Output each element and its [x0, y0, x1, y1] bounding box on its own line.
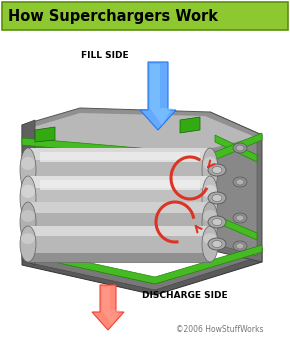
FancyBboxPatch shape — [28, 202, 210, 242]
Ellipse shape — [21, 185, 35, 198]
Polygon shape — [22, 245, 262, 284]
Ellipse shape — [212, 166, 222, 174]
FancyBboxPatch shape — [28, 226, 210, 262]
Polygon shape — [215, 215, 257, 240]
Ellipse shape — [202, 226, 218, 262]
Ellipse shape — [21, 233, 35, 244]
Ellipse shape — [236, 215, 244, 221]
Ellipse shape — [233, 177, 247, 187]
Polygon shape — [30, 251, 255, 290]
FancyBboxPatch shape — [28, 176, 210, 188]
Ellipse shape — [203, 210, 217, 222]
FancyBboxPatch shape — [28, 202, 210, 213]
Ellipse shape — [20, 226, 36, 262]
Text: ©2006 HowStuffWorks: ©2006 HowStuffWorks — [176, 325, 264, 335]
Ellipse shape — [236, 145, 244, 151]
Ellipse shape — [233, 143, 247, 153]
Polygon shape — [30, 113, 255, 150]
Polygon shape — [22, 133, 262, 162]
Ellipse shape — [20, 176, 36, 220]
FancyBboxPatch shape — [28, 209, 210, 220]
FancyBboxPatch shape — [28, 181, 210, 192]
Ellipse shape — [208, 238, 226, 250]
FancyBboxPatch shape — [40, 152, 200, 162]
Ellipse shape — [20, 148, 36, 192]
Ellipse shape — [208, 164, 226, 176]
FancyBboxPatch shape — [40, 180, 200, 190]
Polygon shape — [140, 62, 176, 130]
Polygon shape — [215, 117, 257, 256]
Polygon shape — [150, 64, 172, 125]
Polygon shape — [215, 135, 257, 162]
FancyBboxPatch shape — [28, 148, 210, 160]
FancyBboxPatch shape — [28, 226, 210, 236]
Ellipse shape — [212, 195, 222, 201]
Polygon shape — [180, 117, 200, 133]
FancyBboxPatch shape — [28, 148, 210, 192]
Ellipse shape — [212, 219, 222, 225]
Ellipse shape — [208, 216, 226, 228]
Ellipse shape — [233, 241, 247, 251]
Polygon shape — [102, 287, 120, 325]
Ellipse shape — [203, 157, 217, 170]
Polygon shape — [22, 140, 210, 253]
FancyBboxPatch shape — [2, 2, 288, 30]
FancyBboxPatch shape — [28, 176, 210, 220]
Polygon shape — [35, 127, 55, 142]
Text: How Superchargers Work: How Superchargers Work — [8, 9, 218, 24]
Ellipse shape — [202, 202, 218, 242]
Ellipse shape — [212, 240, 222, 247]
Ellipse shape — [21, 210, 35, 222]
Ellipse shape — [236, 179, 244, 185]
Ellipse shape — [203, 233, 217, 244]
Text: DISCHARGE SIDE: DISCHARGE SIDE — [142, 291, 228, 299]
Polygon shape — [22, 108, 262, 155]
Ellipse shape — [202, 148, 218, 192]
Ellipse shape — [202, 176, 218, 220]
Polygon shape — [92, 285, 124, 330]
Polygon shape — [22, 248, 262, 295]
FancyBboxPatch shape — [28, 253, 210, 262]
FancyBboxPatch shape — [28, 232, 210, 242]
Ellipse shape — [233, 213, 247, 223]
Ellipse shape — [208, 192, 226, 204]
Ellipse shape — [20, 202, 36, 242]
Ellipse shape — [203, 185, 217, 198]
Ellipse shape — [21, 157, 35, 170]
Ellipse shape — [236, 243, 244, 249]
Polygon shape — [210, 112, 262, 262]
Text: FILL SIDE: FILL SIDE — [81, 51, 129, 60]
Polygon shape — [22, 120, 35, 265]
